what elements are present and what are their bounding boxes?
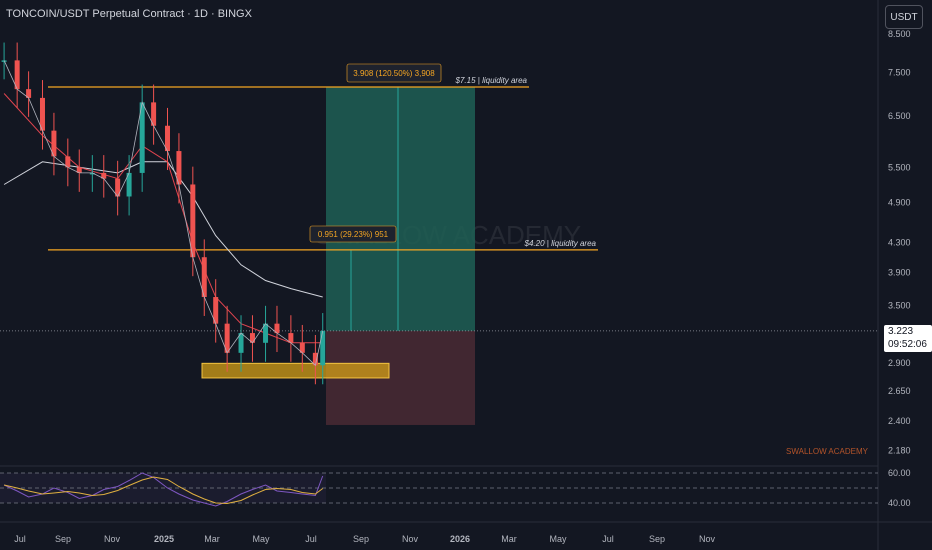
watermark-small: SWALLOW ACADEMY — [786, 447, 869, 456]
price-tick: 3.500 — [888, 301, 911, 311]
level-label-2: $4.20 | liquidity area — [524, 239, 597, 248]
candle-body — [249, 333, 255, 343]
ema-short-line — [3, 93, 323, 344]
time-tick: 2025 — [154, 534, 174, 544]
time-tick: Nov — [104, 534, 121, 544]
currency-button[interactable]: USDT — [885, 5, 923, 29]
candle-body — [164, 125, 170, 152]
profit-zone — [326, 87, 475, 331]
candle-body — [26, 89, 32, 98]
candle-body — [14, 60, 20, 90]
time-tick: Jul — [14, 534, 26, 544]
candle-body — [115, 178, 121, 197]
candle-body — [238, 333, 244, 353]
candle-body — [274, 323, 280, 334]
candle-body — [51, 130, 57, 157]
candle-body — [299, 342, 305, 353]
mid-label: 0.951 (29.23%) 951 — [318, 230, 389, 239]
chart-title: TONCOIN/USDT Perpetual Contract · 1D · B… — [6, 8, 252, 20]
price-tick: 2.180 — [888, 446, 911, 456]
time-tick: 2026 — [450, 534, 470, 544]
time-tick: Nov — [402, 534, 419, 544]
rsi-signal-line — [3, 476, 324, 505]
candle-body — [312, 352, 318, 366]
mid-label-box — [309, 225, 397, 243]
price-tick: 7.500 — [888, 67, 911, 77]
candle-body — [263, 323, 269, 343]
time-tick: Sep — [649, 534, 665, 544]
price-line — [3, 60, 324, 367]
candle-body — [39, 97, 45, 131]
price-tick: 4.900 — [888, 198, 911, 208]
price-tick: 8.500 — [888, 29, 911, 39]
target-label-box — [346, 63, 442, 83]
price-tick: 5.500 — [888, 162, 911, 172]
time-tick: Nov — [699, 534, 716, 544]
price-tick: 3.900 — [888, 268, 911, 278]
price-tick: 6.500 — [888, 111, 911, 121]
candle-body — [201, 257, 207, 298]
candle-body — [76, 167, 82, 173]
candle-body — [176, 151, 182, 185]
candle-body — [151, 102, 157, 126]
support-zone — [201, 362, 390, 379]
rsi-tick: 60.00 — [888, 468, 911, 478]
current-price-label: 3.223 09:52:06 — [884, 325, 932, 352]
time-tick: May — [252, 534, 270, 544]
time-tick: Sep — [55, 534, 71, 544]
candle-body — [139, 102, 145, 173]
time-tick: Jul — [305, 534, 317, 544]
candle-body — [320, 330, 326, 366]
candle-body — [126, 172, 132, 197]
candle-body — [89, 172, 95, 175]
time-tick: Sep — [353, 534, 369, 544]
candle-body — [224, 323, 230, 353]
candle-body — [213, 297, 219, 324]
time-tick: Mar — [204, 534, 220, 544]
time-tick: Jul — [602, 534, 614, 544]
bar-countdown: 09:52:06 — [888, 339, 927, 350]
time-tick: Mar — [501, 534, 517, 544]
price-tick: 2.900 — [888, 358, 911, 368]
candle-body — [101, 172, 107, 179]
candle-body — [288, 333, 294, 343]
candle-body — [190, 184, 196, 258]
candle-body — [65, 156, 71, 168]
level-label-1: $7.15 | liquidity area — [455, 76, 528, 85]
price-tick: 2.400 — [888, 416, 911, 426]
current-price-value: 3.223 — [888, 326, 914, 337]
target-label: 3.908 (120.50%) 3,908 — [353, 69, 435, 78]
price-tick: 2.650 — [888, 386, 911, 396]
rsi-tick: 40.00 — [888, 498, 911, 508]
price-tick: 4.300 — [888, 238, 911, 248]
time-tick: May — [549, 534, 567, 544]
